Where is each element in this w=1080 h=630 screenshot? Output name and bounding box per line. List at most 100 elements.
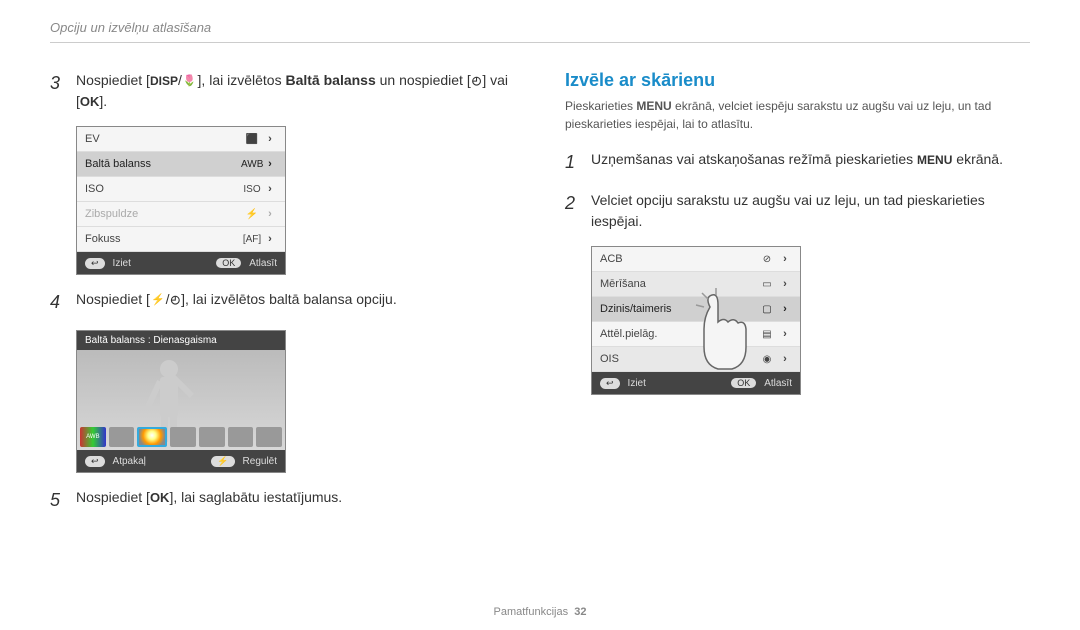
text: Pieskarieties [565,99,636,113]
step-number: 5 [50,487,64,514]
section-title: Izvēle ar skārienu [565,70,1030,91]
menu-label: Attēl.pielāg. [600,328,756,340]
menu-icon: ▤ [756,329,778,340]
ok-btn-icon: OK [216,258,241,268]
chevron-icon: › [263,133,277,145]
menu-row: ACB ⊘ › [592,247,800,272]
page-header: Opciju un izvēlņu atlasīšana [50,20,211,35]
menu-icon: ⚡ [241,209,263,220]
thumb [256,427,282,447]
timer-icon: ◴ [471,73,483,90]
menu-footer: ↩ Iziet OK Atlasīt [592,372,800,394]
step-text: Nospiediet [DISP/🌷], lai izvēlētos Baltā… [76,70,515,112]
menu-row: OIS ◉ › [592,347,800,372]
chevron-icon: › [263,233,277,245]
text: Nospiediet [ [76,291,150,307]
chevron-icon: › [778,278,792,290]
thumb [228,427,254,447]
text: ], lai izvēlētos [198,72,286,88]
menu-icon: ⊘ [756,254,778,265]
camera-menu-1: EV ⬛ › Baltā balanss AWB › ISO ISO › Zib… [76,126,286,275]
ok-btn-icon: OK [731,378,756,388]
menu-label: MENU [917,153,952,167]
back-icon: ↩ [85,258,105,269]
menu-icon: AWB [241,159,263,170]
menu-label: Mērīšana [600,278,756,290]
menu-label: OIS [600,353,756,365]
step-3: 3 Nospiediet [DISP/🌷], lai izvēlētos Bal… [50,70,515,112]
menu-icon: ◉ [756,354,778,365]
menu-label: MENU [636,99,671,113]
step-5: 5 Nospiediet [OK], lai saglabātu iestatī… [50,487,515,514]
text: ], lai izvēlētos baltā balansa opciju. [181,291,397,307]
menu-row-selected: Dzinis/taimeris ▢ › [592,297,800,322]
menu-row: ISO ISO › [77,177,285,202]
text: ], lai saglabātu iestatījumus. [169,489,342,505]
text: Uzņemšanas vai atskaņošanas režīmā piesk… [591,151,917,167]
bold-text: Baltā balanss [285,72,375,88]
chevron-icon: › [778,303,792,315]
menu-label: ISO [85,183,241,195]
header-rule [50,42,1030,43]
step-text: Velciet opciju sarakstu uz augšu vai uz … [591,190,1030,232]
menu-row: Attēl.pielāg. ▤ › [592,322,800,347]
footer-ok: Regulēt [243,456,277,467]
menu-label: Zibspuldze [85,208,241,220]
text: Nospiediet [ [76,72,150,88]
menu-row-disabled: Zibspuldze ⚡ › [77,202,285,227]
thumb-selected [137,427,167,447]
menu-row: EV ⬛ › [77,127,285,152]
text: un nospiediet [ [376,72,471,88]
menu-row-selected: Baltā balanss AWB › [77,152,285,177]
page-footer: Pamatfunkcijas 32 [0,606,1080,618]
step-number: 1 [565,149,579,176]
menu-label: Baltā balanss [85,158,241,170]
disp-icon: DISP [150,74,178,88]
right-column: Izvēle ar skārienu Pieskarieties MENU ek… [565,30,1030,528]
back-icon: ↩ [85,456,105,467]
thumb [109,427,135,447]
preview-title: Baltā balanss : Dienasgaisma [77,331,285,350]
menu-row: Fokuss [AF] › [77,227,285,252]
menu-icon: ⬛ [241,134,263,145]
menu-label: Dzinis/taimeris [600,303,756,315]
thumb [199,427,225,447]
section-subtext: Pieskarieties MENU ekrānā, velciet iespē… [565,97,1030,133]
menu-label: ACB [600,253,756,265]
page-number: 32 [574,606,586,618]
preview-area: AWB [77,350,285,450]
footer-back: Iziet [113,258,131,269]
footer-back: Atpakaļ [113,456,146,467]
flash-icon: ⚡ [211,456,234,467]
footer-label: Pamatfunkcijas [494,606,569,618]
left-column: 3 Nospiediet [DISP/🌷], lai izvēlētos Bal… [50,30,515,528]
chevron-icon: › [263,158,277,170]
timer-icon: ◴ [170,292,182,309]
menu-icon: ▭ [756,279,778,290]
chevron-icon: › [778,328,792,340]
step-number: 2 [565,190,579,232]
menu-label: Fokuss [85,233,241,245]
menu-icon: [AF] [241,234,263,245]
wb-thumbs: AWB [80,427,282,447]
footer-ok: Atlasīt [764,378,792,389]
chevron-icon: › [778,353,792,365]
chevron-icon: › [263,208,277,220]
camera-preview: Baltā balanss : Dienasgaisma AWB [76,330,286,473]
preview-footer: ↩ Atpakaļ ⚡ Regulēt [77,450,285,472]
macro-icon: 🌷 [182,73,198,90]
menu-icon: ISO [241,184,263,195]
menu-label: EV [85,133,241,145]
back-icon: ↩ [600,378,620,389]
step-1: 1 Uzņemšanas vai atskaņošanas režīmā pie… [565,149,1030,176]
step-number: 3 [50,70,64,112]
flash-icon: ⚡ [150,292,166,309]
text: ]. [99,93,107,109]
thumb-awb: AWB [80,427,106,447]
chevron-icon: › [778,253,792,265]
ok-icon: OK [150,490,170,505]
chevron-icon: › [263,183,277,195]
text: ekrānā. [952,151,1003,167]
step-2: 2 Velciet opciju sarakstu uz augšu vai u… [565,190,1030,232]
step-text: Nospiediet [OK], lai saglabātu iestatīju… [76,487,515,514]
